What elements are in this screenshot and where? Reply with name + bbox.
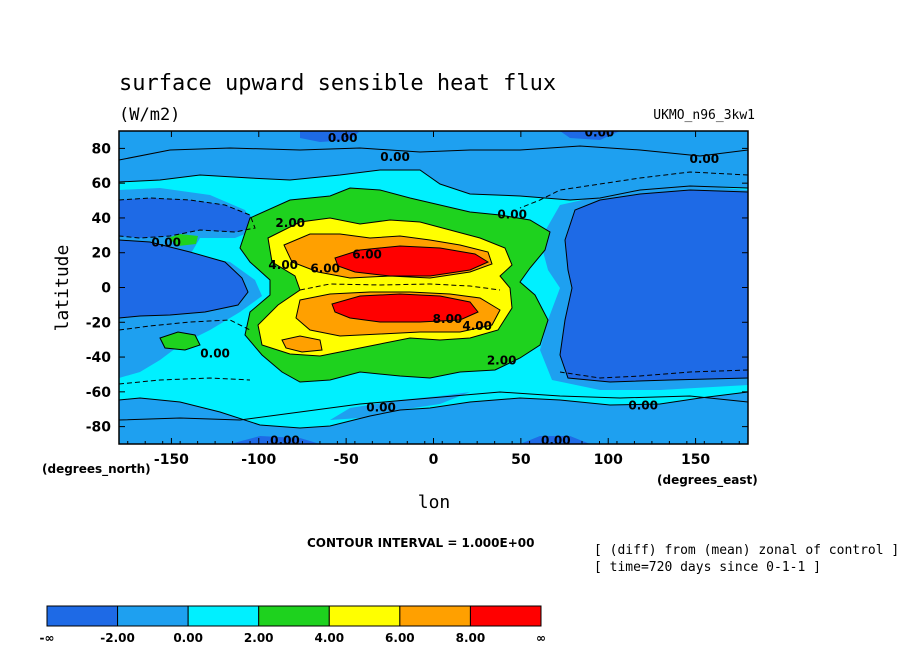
colorbar-label: -2.00 [100, 631, 135, 645]
y-tick-label: -20 [86, 315, 112, 331]
contour-label: 4.00 [462, 319, 492, 333]
x-tick-label: -150 [154, 452, 189, 468]
contour-label: 6.00 [352, 247, 382, 261]
note-time: [ time=720 days since 0-1-1 ] [594, 560, 821, 575]
contour-label: 0.00 [151, 235, 181, 249]
y-tick-label: -80 [86, 420, 112, 436]
zone-below-minus2-polar-n [300, 131, 620, 142]
colorbar-swatch [258, 605, 330, 627]
zone-minus2-to-0-north [119, 131, 748, 200]
contour-label: 0.00 [497, 207, 527, 221]
colorbar-label: 0.00 [173, 631, 203, 645]
contour-label: 0.00 [585, 126, 615, 140]
zone-below-minus2-east [560, 190, 748, 382]
x-tick-label: -50 [333, 452, 359, 468]
contour-label: 2.00 [275, 216, 305, 230]
y-tick-label: 60 [92, 176, 112, 192]
colorbar-label: 6.00 [385, 631, 415, 645]
note-diff: [ (diff) from (mean) zonal of control ] [594, 543, 899, 558]
contour-field: 0.00 0.00 0.00 0.00 0.00 0.00 0.00 0.00 0.00 0.00… [119, 126, 748, 448]
colorbar-label: ∞ [536, 631, 546, 645]
zone-above-8-south [332, 294, 478, 322]
contour-labels: 0.00 0.00 0.00 0.00 0.00 0.00 0.00 0.00 0.00 0.00… [151, 126, 720, 448]
x-tick-label: 150 [681, 452, 710, 468]
colorbar-swatch [46, 605, 119, 627]
contour-label: 0.00 [541, 434, 571, 448]
x-tick-label: -100 [241, 452, 276, 468]
y-axis: 80 60 40 20 0 -20 -40 -60 -80 [86, 141, 748, 436]
colorbar: -∞ -2.00 0.00 2.00 4.00 6.00 8.00 ∞ [40, 605, 546, 645]
contour-label: 0.00 [328, 131, 358, 145]
colorbar-swatch [328, 605, 401, 627]
contour-label: 0.00 [380, 150, 410, 164]
zone-below-minus2-polar-s [230, 436, 590, 444]
contour-label: 8.00 [433, 312, 463, 326]
x-axis-title: lon [418, 492, 451, 513]
contour-label: 0.00 [200, 347, 230, 361]
y-tick-label: 40 [92, 211, 112, 227]
x-tick-label: 100 [594, 452, 623, 468]
y-tick-label: -60 [86, 385, 112, 401]
contour-lines [119, 145, 748, 429]
contour-label: 0.00 [690, 152, 720, 166]
x-tick-label: 0 [429, 452, 439, 468]
zone-minus2-to-0-south [119, 392, 748, 444]
y-tick-label: -40 [86, 350, 112, 366]
contour-label: 0.00 [366, 400, 396, 414]
colorbar-label: -∞ [40, 631, 55, 645]
contour-lines-negative [119, 171, 748, 385]
x-axis: -150 -100 -50 0 50 100 150 [127, 131, 740, 468]
y-axis-title: latitude [52, 245, 73, 332]
contour-label: 2.00 [487, 354, 517, 368]
colorbar-swatch [399, 605, 471, 627]
contour-label: 0.00 [628, 399, 658, 413]
contour-label: 0.00 [270, 434, 300, 448]
contour-interval: CONTOUR INTERVAL = 1.000E+00 [307, 536, 534, 550]
x-units-label: (degrees_east) [657, 473, 758, 488]
zone-below-minus2-nw [119, 198, 255, 238]
y-tick-label: 20 [92, 246, 112, 262]
colorbar-label: 2.00 [244, 631, 274, 645]
zone-above-8-north [335, 246, 488, 276]
zone-minus2-to-0-southfringe [330, 392, 470, 420]
colorbar-label: 4.00 [314, 631, 344, 645]
colorbar-swatch [117, 605, 189, 627]
colorbar-swatch [187, 605, 260, 627]
chart-units: (W/m2) [119, 105, 180, 125]
chart-title: surface upward sensible heat flux [119, 71, 556, 96]
zone-2-to-4-isle [160, 234, 200, 350]
x-tick-label: 50 [511, 452, 531, 468]
y-tick-label: 80 [92, 141, 112, 157]
zone-6-to-8-blob [282, 336, 322, 352]
contour-label: 6.00 [310, 261, 340, 275]
contour-label: 4.00 [268, 258, 298, 272]
colorbar-label: 8.00 [456, 631, 486, 645]
y-units-label: (degrees_north) [42, 462, 151, 477]
dataset-label: UKMO_n96_3kw1 [653, 108, 755, 123]
colorbar-swatch [469, 605, 542, 627]
y-tick-label: 0 [101, 281, 111, 297]
